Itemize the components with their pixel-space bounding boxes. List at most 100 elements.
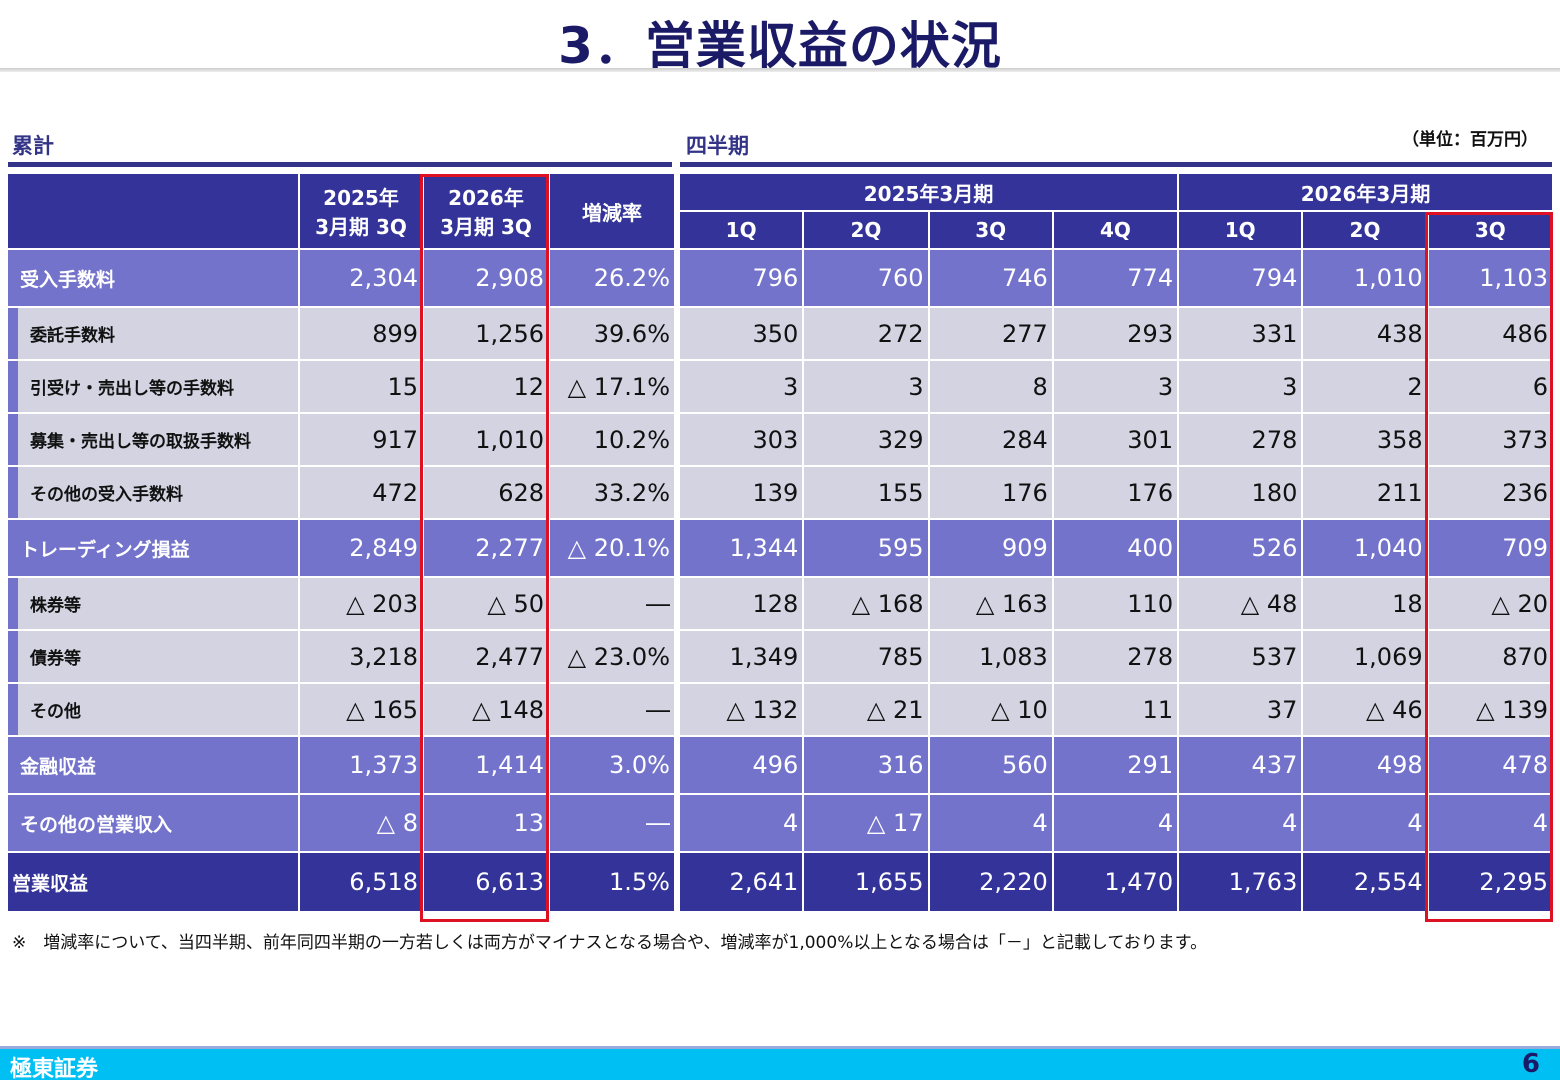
cell-value: 560	[929, 737, 1052, 795]
cell-value: 3	[1053, 361, 1178, 414]
cell-value: 278	[1179, 414, 1302, 467]
cell-value: 4	[1428, 795, 1552, 853]
title-divider	[0, 68, 1560, 72]
page-title: 3．営業収益の状況	[558, 17, 1002, 75]
header-fy2025: 2025年3月期	[680, 174, 1178, 212]
company-logo: 極東証券	[10, 1057, 99, 1082]
cell-value: △ 10	[929, 684, 1052, 737]
cell-value: 794	[1179, 250, 1302, 308]
cell-value: 6,518	[300, 853, 422, 913]
cell-value: 26.2%	[550, 250, 674, 308]
cell-value: 37	[1179, 684, 1302, 737]
cell-value: 293	[1053, 308, 1178, 361]
header-text: 2025年	[323, 186, 399, 210]
cell-value: 2,295	[1428, 853, 1552, 913]
highlight-box-cumulative	[420, 174, 549, 922]
cell-value: 15	[300, 361, 422, 414]
table-row: 2,641 1,655 2,220 1,470 1,763 2,554 2,295	[680, 853, 1552, 913]
cell-value: ―	[550, 684, 674, 737]
quarterly-section-label: 四半期	[686, 134, 749, 158]
cell-value: 400	[1053, 520, 1178, 578]
cell-value: 331	[1179, 308, 1302, 361]
cell-value: 1,069	[1303, 631, 1427, 684]
cell-value: 3	[804, 361, 928, 414]
cell-value: 180	[1179, 467, 1302, 520]
cell-value: 277	[929, 308, 1052, 361]
cell-value: △ 168	[804, 578, 928, 631]
cell-value: 1,470	[1053, 853, 1178, 913]
cell-value: 350	[680, 308, 803, 361]
cell-value: △ 21	[804, 684, 928, 737]
table-row: その他 △ 165 △ 148 ―	[8, 684, 674, 737]
cell-value: △ 20.1%	[550, 520, 674, 578]
cell-value: ―	[550, 578, 674, 631]
table-row: 引受け・売出し等の手数料 15 12 △ 17.1%	[8, 361, 674, 414]
cell-value: △ 46	[1303, 684, 1427, 737]
table-row: 営業収益 6,518 6,613 1.5%	[8, 853, 674, 913]
cumulative-divider	[8, 162, 672, 167]
table-row: 1,344 595 909 400 526 1,040 709	[680, 520, 1552, 578]
cell-value: △ 17	[804, 795, 928, 853]
cell-value: 2,277	[424, 520, 548, 578]
row-label: 営業収益	[8, 853, 298, 913]
cell-value: 110	[1053, 578, 1178, 631]
cell-value: 2,641	[680, 853, 803, 913]
row-label: 引受け・売出し等の手数料	[8, 361, 298, 414]
cell-value: 373	[1428, 414, 1552, 467]
cell-value: 1,040	[1303, 520, 1427, 578]
row-label: その他の受入手数料	[8, 467, 298, 520]
quarterly-table: 2025年3月期 2026年3月期 1Q 2Q 3Q 4Q 1Q 2Q 3Q 796 760 7…	[678, 174, 1554, 913]
cell-value: 1,010	[424, 414, 548, 467]
cell-value: 176	[1053, 467, 1178, 520]
cell-value: △ 203	[300, 578, 422, 631]
table-row: 募集・売出し等の取扱手数料 917 1,010 10.2%	[8, 414, 674, 467]
cell-value: 746	[929, 250, 1052, 308]
cell-value: ―	[550, 795, 674, 853]
header-fy2025-3q: 2025年 3月期 3Q	[300, 174, 422, 250]
table-row: その他の受入手数料 472 628 33.2%	[8, 467, 674, 520]
footer-bar: 極東証券 6	[0, 1046, 1560, 1082]
highlight-box-quarter	[1425, 212, 1553, 922]
cell-value: 128	[680, 578, 803, 631]
cell-value: 4	[1303, 795, 1427, 853]
table-row: 128 △ 168 △ 163 110 △ 48 18 △ 20	[680, 578, 1552, 631]
cell-value: 1,344	[680, 520, 803, 578]
cell-value: 155	[804, 467, 928, 520]
cell-value: 3,218	[300, 631, 422, 684]
cell-value: 6	[1428, 361, 1552, 414]
cell-value: △ 20	[1428, 578, 1552, 631]
row-label: 株券等	[8, 578, 298, 631]
header-text: 2026年	[448, 186, 524, 210]
footnote: ※ 増減率について、当四半期、前年同四半期の一方若しくは両方がマイナスとなる場合…	[12, 933, 1208, 953]
cell-value: 3	[1179, 361, 1302, 414]
cell-value: 13	[424, 795, 548, 853]
row-label: トレーディング損益	[8, 520, 298, 578]
cell-value: 10.2%	[550, 414, 674, 467]
cell-value: 4	[680, 795, 803, 853]
cell-value: 1,010	[1303, 250, 1427, 308]
cell-value: 526	[1179, 520, 1302, 578]
cell-value: 236	[1428, 467, 1552, 520]
cell-value: 595	[804, 520, 928, 578]
header-fy2026-3q: 2026年 3月期 3Q	[424, 174, 548, 250]
unit-label: （単位：百万円）	[1402, 130, 1538, 150]
cell-value: 316	[804, 737, 928, 795]
cell-value: 709	[1428, 520, 1552, 578]
cell-value: 291	[1053, 737, 1178, 795]
header-fy2025-q: 2Q	[804, 212, 928, 250]
page-number: 6	[1521, 1049, 1540, 1079]
cell-value: 909	[929, 520, 1052, 578]
header-fy2025-q: 1Q	[680, 212, 803, 250]
cell-value: 1,655	[804, 853, 928, 913]
cell-value: 176	[929, 467, 1052, 520]
cell-value: 870	[1428, 631, 1552, 684]
header-fy2026: 2026年3月期	[1179, 174, 1552, 212]
cell-value: △ 165	[300, 684, 422, 737]
cell-value: 498	[1303, 737, 1427, 795]
table-row: 債券等 3,218 2,477 △ 23.0%	[8, 631, 674, 684]
header-fy2026-q: 3Q	[1428, 212, 1552, 250]
cell-value: 2	[1303, 361, 1427, 414]
cell-value: 486	[1428, 308, 1552, 361]
cumulative-table: 2025年 3月期 3Q 2026年 3月期 3Q 増減率 受入手数料 2,304 2,…	[6, 174, 676, 913]
